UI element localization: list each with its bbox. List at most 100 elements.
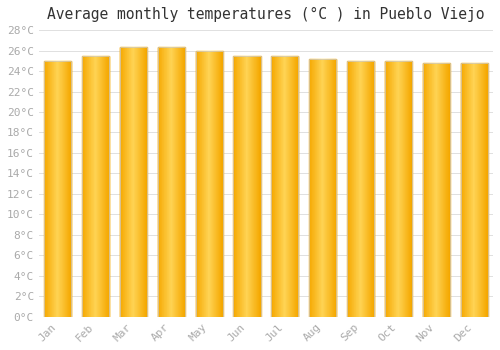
Bar [44,61,45,317]
Bar [361,61,362,317]
Bar [364,61,366,317]
Bar [50,61,51,317]
Bar [182,48,183,317]
Bar [164,48,165,317]
Bar [102,56,103,317]
Bar [349,61,350,317]
Bar [476,63,477,317]
Bar [462,63,463,317]
Bar [487,63,488,317]
Bar [315,59,316,317]
Bar [82,56,84,317]
Bar [136,48,137,317]
Bar [353,61,354,317]
Bar [166,48,167,317]
Bar [238,56,239,317]
Bar [484,63,485,317]
Bar [216,50,218,317]
Bar [313,59,314,317]
Bar [44,61,72,317]
Bar [159,48,160,317]
Bar [180,48,181,317]
Bar [464,63,466,317]
Bar [95,56,96,317]
Bar [45,61,46,317]
Bar [271,56,272,317]
Bar [174,48,176,317]
Bar [200,50,201,317]
Bar [181,48,182,317]
Bar [318,59,320,317]
Bar [145,48,146,317]
Bar [434,63,435,317]
Bar [138,48,139,317]
Bar [278,56,280,317]
Bar [59,61,60,317]
Bar [282,56,283,317]
Bar [357,61,358,317]
Bar [466,63,468,317]
Bar [208,50,209,317]
Bar [405,61,406,317]
Bar [105,56,106,317]
Bar [198,50,199,317]
Bar [431,63,432,317]
Bar [239,56,240,317]
Bar [325,59,326,317]
Bar [243,56,244,317]
Bar [89,56,90,317]
Bar [395,61,396,317]
Bar [66,61,68,317]
Bar [161,48,162,317]
Bar [143,48,144,317]
Bar [362,61,364,317]
Bar [276,56,278,317]
Bar [246,56,247,317]
Bar [172,48,174,317]
Bar [447,63,448,317]
Bar [179,48,180,317]
Bar [438,63,439,317]
Bar [316,59,318,317]
Bar [334,59,335,317]
Bar [295,56,296,317]
Bar [250,56,251,317]
Bar [310,59,311,317]
Bar [433,63,434,317]
Bar [134,48,135,317]
Bar [468,63,469,317]
Bar [449,63,450,317]
Bar [241,56,242,317]
Bar [422,63,450,317]
Bar [475,63,476,317]
Bar [372,61,373,317]
Bar [430,63,431,317]
Bar [463,63,464,317]
Bar [404,61,405,317]
Bar [252,56,253,317]
Bar [391,61,392,317]
Bar [99,56,100,317]
Bar [207,50,208,317]
Bar [176,48,178,317]
Bar [63,61,64,317]
Bar [199,50,200,317]
Bar [396,61,397,317]
Bar [461,63,462,317]
Bar [222,50,223,317]
Bar [477,63,478,317]
Bar [326,59,327,317]
Bar [124,48,126,317]
Bar [347,61,348,317]
Bar [354,61,355,317]
Bar [296,56,297,317]
Bar [443,63,444,317]
Bar [234,56,236,317]
Bar [236,56,237,317]
Bar [108,56,109,317]
Bar [285,56,286,317]
Bar [104,56,105,317]
Bar [128,48,130,317]
Bar [442,63,443,317]
Bar [258,56,260,317]
